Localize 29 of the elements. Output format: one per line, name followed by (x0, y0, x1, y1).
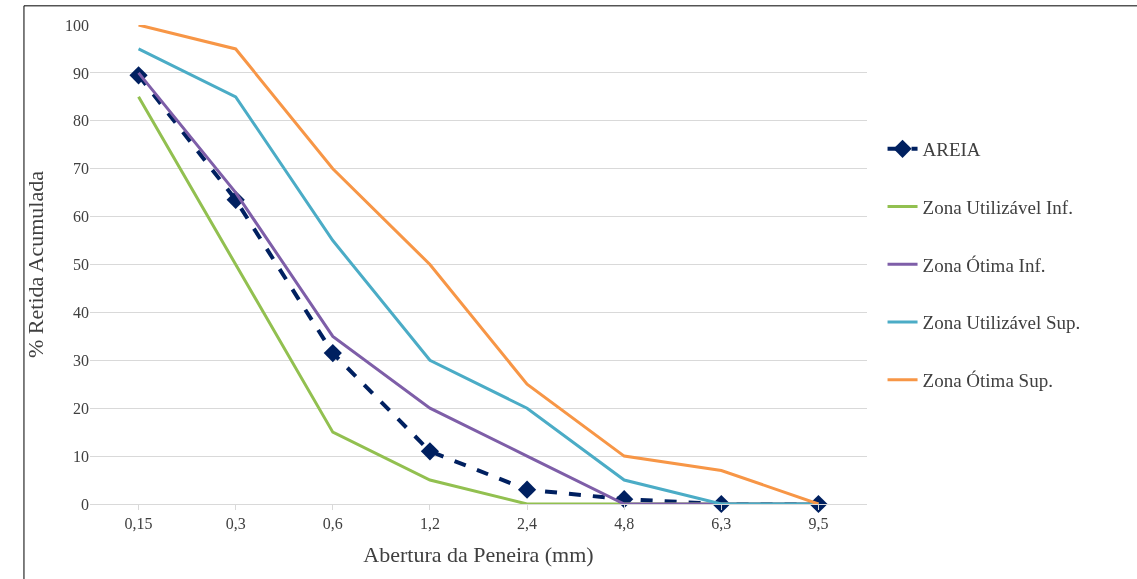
x-tick-label: 0,3 (225, 515, 246, 533)
y-tick-label: 40 (73, 304, 89, 321)
x-tick-label: 0,15 (124, 515, 153, 533)
y-tick-label: 0 (81, 495, 89, 513)
y-tick-label: 80 (73, 112, 89, 130)
y-tick-label: 20 (73, 399, 89, 417)
y-tick-label: 70 (73, 160, 89, 178)
x-tick-label: 1,2 (419, 515, 440, 533)
point (517, 480, 537, 499)
y-tick-label: 50 (73, 256, 89, 274)
y-axis-title: % Retida Acumulada (22, 170, 48, 358)
y-tick-label: 90 (73, 64, 89, 82)
legend-label: AREIA (922, 139, 981, 161)
x-axis-title: Abertura da Peneira (mm) (363, 542, 594, 568)
x-tick-label: 6,3 (711, 515, 732, 533)
y-tick-label: 60 (73, 208, 89, 226)
y-tick-label: 100 (65, 16, 89, 34)
legend-label: Zona Ótima Sup. (922, 370, 1053, 392)
x-tick-label: 9,5 (808, 515, 829, 533)
legend-label: Zona Utilizável Inf. (922, 196, 1073, 218)
point (323, 344, 342, 363)
y-tick-label: 10 (73, 447, 89, 465)
point (420, 442, 440, 461)
x-tick-label: 2,4 (517, 515, 538, 533)
x-tick-label: 4,8 (614, 515, 635, 533)
legend-label: Zona Utilizável Sup. (922, 312, 1081, 334)
x-tick-label: 0,6 (322, 515, 343, 533)
y-tick-label: 30 (73, 351, 89, 369)
legend-label: Zona Ótima Inf. (922, 254, 1046, 276)
